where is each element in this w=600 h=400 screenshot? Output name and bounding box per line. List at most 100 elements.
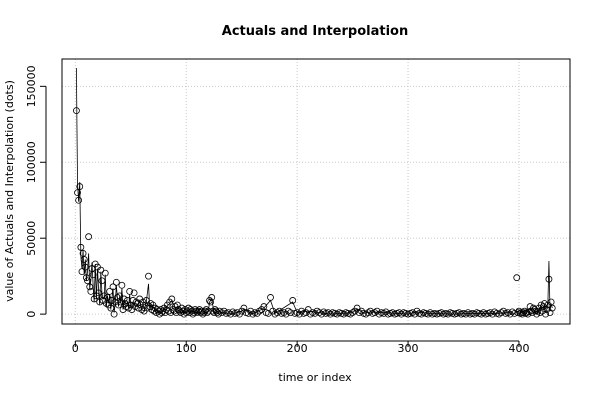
- data-point: [506, 310, 514, 318]
- data-point: [220, 307, 228, 315]
- data-point: [96, 298, 104, 306]
- data-point: [108, 297, 116, 304]
- data-point: [144, 304, 151, 312]
- data-point: [95, 289, 102, 297]
- data-point: [209, 307, 217, 315]
- data-point: [165, 307, 172, 315]
- data-point: [260, 303, 268, 310]
- data-point: [371, 309, 379, 317]
- data-point: [380, 309, 388, 317]
- data-point: [218, 309, 226, 317]
- data-point: [208, 294, 216, 301]
- data-point: [161, 309, 169, 317]
- data-point: [455, 309, 463, 317]
- y-axis-label: value of Actuals and Interpolation (dots…: [3, 80, 16, 302]
- data-point: [355, 309, 363, 317]
- data-point: [170, 307, 178, 315]
- data-point: [80, 256, 88, 263]
- data-point: [216, 307, 223, 315]
- data-point: [280, 309, 288, 317]
- data-point: [127, 301, 135, 309]
- data-point: [511, 309, 518, 317]
- data-point: [81, 263, 89, 271]
- data-point: [83, 274, 90, 282]
- data-point: [349, 309, 357, 317]
- data-point: [545, 275, 553, 283]
- data-point: [101, 269, 109, 277]
- data-point: [98, 277, 106, 285]
- data-point: [202, 306, 210, 313]
- y-tick-label: 150000: [25, 65, 38, 107]
- data-point: [488, 310, 496, 318]
- data-point: [513, 274, 521, 282]
- data-point: [491, 308, 498, 316]
- data-point: [531, 306, 538, 313]
- data-point: [364, 309, 372, 317]
- data-point: [480, 309, 487, 317]
- data-point: [112, 278, 120, 286]
- data-point: [107, 304, 115, 312]
- data-point: [192, 307, 200, 315]
- data-point: [287, 309, 294, 317]
- data-point: [207, 298, 215, 306]
- data-point: [546, 309, 554, 317]
- x-tick-label: 400: [508, 342, 529, 355]
- data-point: [183, 307, 191, 315]
- data-point: [253, 309, 261, 317]
- data-point: [382, 308, 390, 316]
- data-point: [130, 289, 138, 297]
- data-point: [298, 307, 305, 315]
- data-point: [315, 309, 323, 317]
- data-point: [533, 310, 541, 318]
- data-point: [201, 307, 209, 315]
- data-point: [426, 309, 434, 317]
- data-point: [444, 310, 452, 318]
- data-point: [389, 309, 396, 317]
- y-tick-label: 50000: [25, 221, 38, 256]
- data-point: [100, 292, 108, 300]
- data-point: [227, 310, 234, 318]
- data-point: [517, 309, 525, 317]
- data-point: [375, 310, 383, 318]
- data-point: [477, 310, 485, 318]
- y-tick-label: 0: [25, 311, 38, 318]
- data-point: [84, 277, 91, 285]
- data-point: [229, 308, 237, 316]
- data-point: [267, 294, 274, 301]
- data-point: [106, 287, 114, 295]
- data-point: [500, 307, 507, 315]
- data-point: [224, 309, 232, 317]
- data-point: [159, 307, 167, 315]
- data-point: [534, 307, 542, 315]
- data-point: [293, 309, 301, 317]
- data-point: [155, 307, 162, 315]
- x-tick-label: 0: [72, 342, 79, 355]
- data-point: [333, 310, 341, 318]
- data-point: [186, 309, 193, 317]
- data-point: [87, 287, 95, 295]
- data-point: [273, 309, 281, 317]
- data-point: [497, 309, 505, 317]
- data-point: [110, 310, 118, 318]
- data-point: [109, 283, 117, 291]
- data-point: [178, 304, 186, 312]
- data-point: [417, 310, 425, 318]
- data-point: [504, 309, 512, 317]
- data-point: [311, 309, 319, 317]
- x-tick-label: 300: [398, 342, 419, 355]
- data-point: [340, 310, 348, 318]
- data-point: [76, 183, 84, 190]
- data-point: [541, 300, 548, 307]
- data-point: [73, 107, 80, 115]
- x-tick-label: 100: [176, 342, 197, 355]
- plot-frame: [61, 58, 571, 325]
- data-point: [307, 310, 314, 318]
- data-point: [548, 304, 556, 312]
- data-point: [409, 309, 416, 317]
- data-point: [179, 307, 187, 315]
- data-point: [437, 309, 445, 317]
- y-tick-label: 100000: [25, 141, 38, 183]
- data-point: [395, 309, 403, 317]
- data-point: [398, 310, 405, 318]
